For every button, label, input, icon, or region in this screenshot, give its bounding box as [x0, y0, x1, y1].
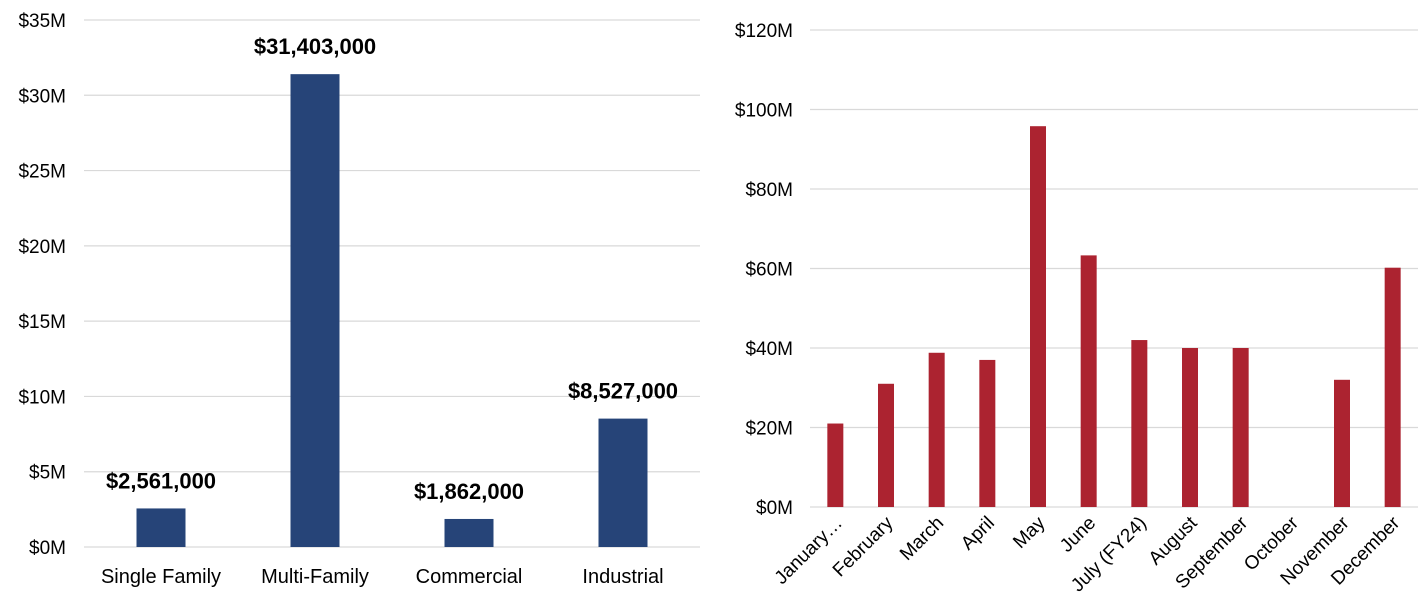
bar [878, 383, 894, 507]
y-tick-label: $60M [745, 260, 793, 281]
bar [136, 508, 186, 547]
y-tick-label: $120M [735, 21, 793, 42]
bar [1334, 379, 1350, 507]
bar [444, 518, 494, 547]
bar [979, 359, 996, 507]
bar [598, 418, 648, 547]
y-tick-label: $20M [745, 419, 793, 440]
x-tick-label: Commercial [416, 566, 523, 588]
x-tick-label: April [957, 513, 999, 555]
y-tick-label: $0M [756, 498, 793, 519]
y-tick-label: $40M [745, 339, 793, 360]
data-label: $8,527,000 [568, 379, 678, 404]
y-tick-label: $20M [18, 237, 66, 258]
y-tick-label: $80M [745, 180, 793, 201]
x-tick-label: Industrial [582, 566, 663, 588]
x-tick-label: May [1009, 512, 1050, 553]
bar [1131, 340, 1148, 507]
bar [928, 352, 945, 507]
y-tick-label: $100M [735, 101, 793, 122]
bar [1030, 126, 1046, 507]
x-tick-label: March [896, 513, 948, 565]
bar [1384, 267, 1401, 507]
data-label: $2,561,000 [106, 468, 216, 493]
x-tick-label: January… [771, 513, 847, 589]
category-bar-chart: $0M $5M $10M $15M $20M $25M $30M $35M $2,561,000… [18, 11, 700, 588]
data-label: $31,403,000 [254, 34, 376, 59]
y-tick-label: $35M [18, 11, 66, 32]
bar [1182, 348, 1198, 507]
x-tick-label: Single Family [101, 566, 221, 588]
y-tick-label: $0M [29, 538, 66, 559]
data-label: $1,862,000 [414, 479, 524, 504]
bar [1080, 255, 1097, 507]
y-tick-label: $30M [18, 86, 66, 107]
y-tick-label: $15M [18, 312, 66, 333]
y-tick-label: $10M [18, 387, 66, 408]
x-tick-label: Multi-Family [261, 566, 369, 588]
y-tick-label: $25M [18, 162, 66, 183]
bar [827, 423, 844, 507]
bar [1232, 348, 1249, 507]
x-tick-label: June [1056, 513, 1100, 557]
bar [290, 74, 340, 547]
y-tick-label: $5M [29, 463, 66, 484]
